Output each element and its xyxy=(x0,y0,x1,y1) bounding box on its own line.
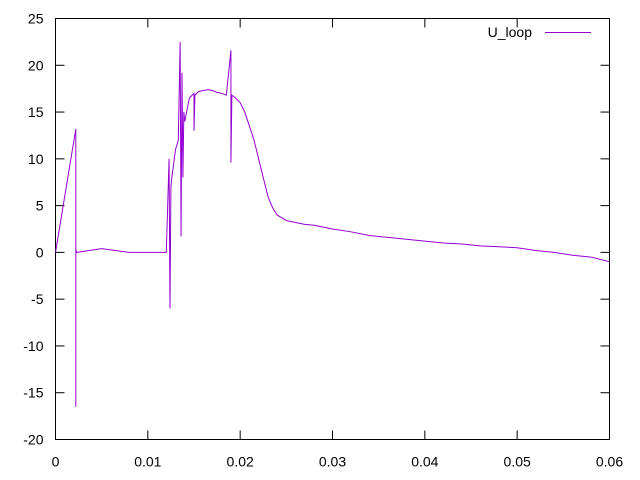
x-axis: 0 0.01 0.02 0.03 0.04 0.05 0.06 xyxy=(52,18,623,470)
y-tick-label: 20 xyxy=(28,57,44,73)
y-tick-label: -5 xyxy=(31,291,44,307)
series-line xyxy=(55,41,610,407)
legend: U_loop xyxy=(488,24,591,40)
x-tick-label: 0.01 xyxy=(134,454,161,470)
x-tick-label: 0 xyxy=(52,454,60,470)
y-tick-label: -10 xyxy=(23,338,43,354)
x-tick-label: 0.03 xyxy=(319,454,346,470)
x-tick-label: 0.02 xyxy=(227,454,254,470)
x-tick-label: 0.04 xyxy=(411,454,438,470)
x-tick-label: 0.06 xyxy=(596,454,623,470)
y-axis: -20 -15 -10 -5 0 5 10 15 20 25 xyxy=(23,11,610,448)
y-tick-label: 15 xyxy=(28,104,44,120)
y-tick-label: 10 xyxy=(28,151,44,167)
y-tick-label: 5 xyxy=(36,198,44,214)
x-tick-label: 0.05 xyxy=(504,454,531,470)
y-tick-label: 0 xyxy=(36,244,44,260)
series-layer xyxy=(55,41,610,407)
y-tick-label: -20 xyxy=(23,432,43,448)
y-tick-label: 25 xyxy=(28,11,44,27)
legend-label: U_loop xyxy=(488,24,533,40)
y-tick-label: -15 xyxy=(23,385,43,401)
